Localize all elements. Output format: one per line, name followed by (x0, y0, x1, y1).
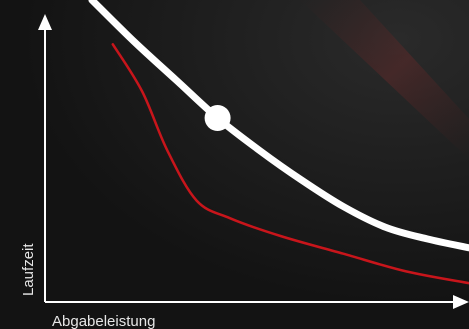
red-curve-series (111, 43, 469, 285)
white-curve-series (88, 0, 469, 252)
x-axis-label: Abgabeleistung (52, 313, 155, 329)
x-axis-arrowhead (453, 295, 469, 309)
y-axis-arrowhead (38, 14, 52, 30)
y-axis-label: Laufzeit (20, 243, 37, 296)
background-light-streak (300, 0, 469, 160)
highlight-point (204, 105, 231, 131)
